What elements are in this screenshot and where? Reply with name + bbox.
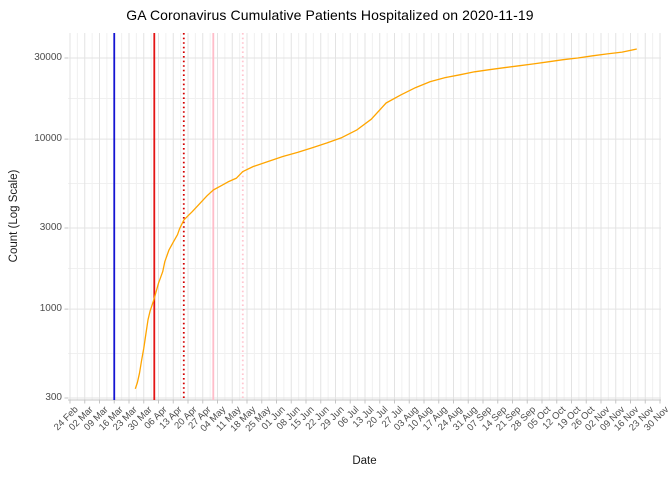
series-line-cumulative-hospitalized [134, 48, 637, 390]
y-tick-label: 3000 [39, 222, 62, 233]
x-axis-title: Date [352, 455, 377, 467]
y-axis-title: Count (Log Scale) [8, 169, 20, 263]
chart-title: GA Coronavirus Cumulative Patients Hospi… [126, 7, 534, 23]
y-tick-label: 1000 [39, 303, 62, 315]
y-tick-label: 10000 [34, 133, 62, 145]
y-tick-label: 300 [45, 392, 62, 403]
y-tick-label: 30000 [34, 52, 62, 63]
